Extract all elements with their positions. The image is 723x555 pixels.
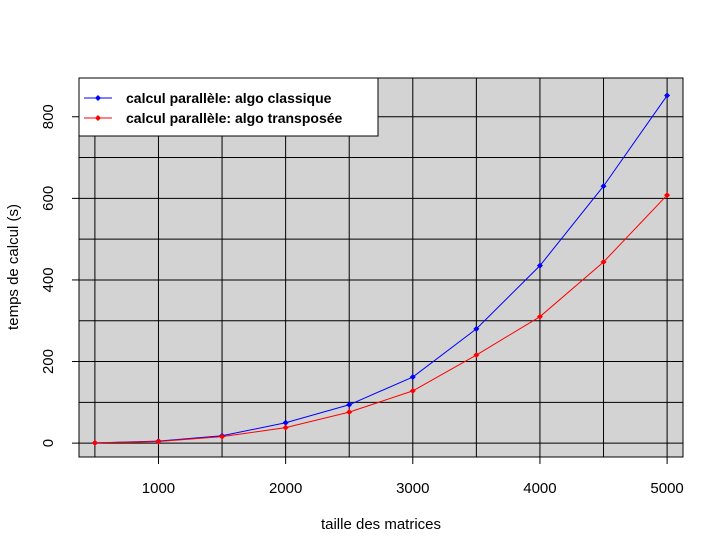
axes: 1000 2000 3000 4000 5000 0 200 400 600 800	[40, 104, 684, 497]
series-1-point	[600, 183, 607, 190]
legend-marker-1	[95, 95, 101, 101]
series-2-point	[409, 387, 416, 394]
series-layer	[91, 92, 671, 446]
series-2-point	[91, 439, 98, 446]
x-tick-label: 4000	[523, 480, 556, 497]
series-1-point	[473, 325, 480, 332]
series-2-point	[536, 313, 543, 320]
y-tick-label: 800	[40, 104, 57, 129]
series-2-point	[664, 192, 671, 199]
x-tick-label: 3000	[396, 480, 429, 497]
x-tick-label: 1000	[142, 480, 175, 497]
series-2-point	[346, 409, 353, 416]
x-axis-label: taille des matrices	[321, 516, 441, 533]
series-1-point	[282, 419, 289, 426]
plot-background	[79, 78, 683, 457]
series-1-point	[409, 374, 416, 381]
series-1-point	[664, 92, 671, 99]
legend-marker-2	[95, 115, 101, 121]
series-2-point	[155, 438, 162, 445]
grid-lines	[79, 78, 683, 457]
y-axis-label: temps de calcul (s)	[5, 204, 22, 330]
series-2-point	[600, 258, 607, 265]
y-tick-label: 200	[40, 349, 57, 374]
y-tick-label: 0	[40, 439, 57, 447]
legend: calcul parallèle: algo classique calcul p…	[78, 77, 379, 137]
y-tick-label: 600	[40, 186, 57, 211]
x-tick-label: 5000	[650, 480, 683, 497]
series-2-point	[473, 352, 480, 359]
series-2-point	[219, 433, 226, 440]
series-1-point	[536, 262, 543, 269]
series-line-2	[94, 194, 668, 444]
y-tick-label: 400	[40, 267, 57, 292]
legend-label-2: calcul parallèle: algo transposée	[126, 110, 343, 126]
legend-box	[78, 77, 379, 137]
series-2-point	[282, 424, 289, 431]
series-1-point	[346, 401, 353, 408]
series-line-1	[94, 95, 668, 444]
legend-label-1: calcul parallèle: algo classique	[126, 90, 332, 106]
x-tick-label: 2000	[269, 480, 302, 497]
